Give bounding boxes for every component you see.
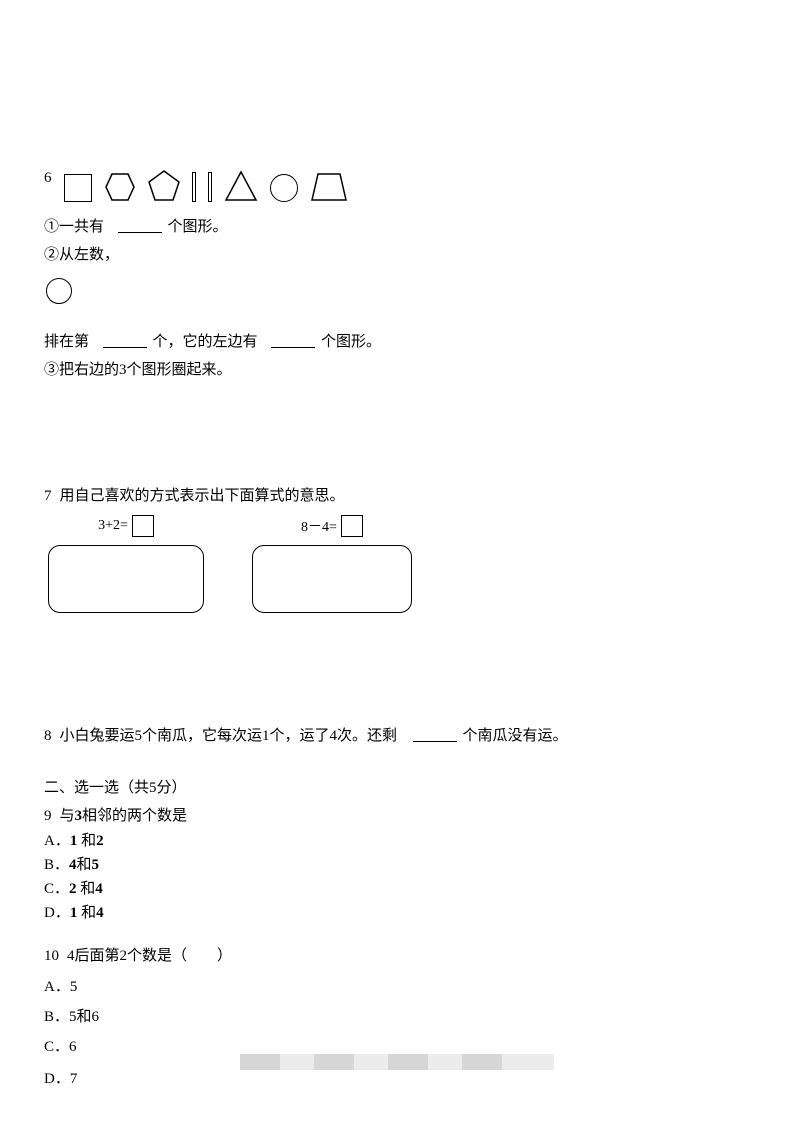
drawing-box-2[interactable] — [252, 545, 412, 613]
q9-stem: 与3相邻的两个数是 — [60, 803, 188, 829]
q7-prompt: 用自己喜欢的方式表示出下面算式的意思。 — [60, 483, 345, 509]
triangle-icon — [224, 170, 258, 202]
section2-title: 二、选一选（共5分） — [44, 775, 749, 801]
circle-icon — [46, 278, 72, 304]
q6-l1b: 个图形。 — [168, 219, 228, 235]
q9A-p: A． — [44, 833, 70, 849]
footer-seg — [240, 1054, 280, 1070]
eq1-text: 3+2= — [98, 518, 128, 534]
q8-row: 8 小白兔要运5个南瓜，它每次运1个，运了4次。还剩 个南瓜没有运。 — [44, 723, 749, 749]
q6-header: 6 — [44, 170, 749, 202]
q7-eq1: 3+2= — [98, 515, 154, 537]
q6-l3a: 排在第 — [44, 334, 89, 350]
q10-stem: 4后面第2个数是（ ） — [67, 943, 232, 969]
blank-field[interactable] — [413, 727, 457, 742]
q10-optB[interactable]: B．5和6 — [44, 1005, 749, 1029]
bar-icon — [192, 172, 196, 202]
q9-optB[interactable]: B．4和5 — [44, 853, 749, 877]
pentagon-icon — [148, 170, 180, 202]
blank-field[interactable] — [103, 333, 147, 348]
q9-sa: 与 — [60, 808, 75, 824]
q9B-p: B． — [44, 857, 69, 873]
q6-line3: 排在第 个，它的左边有 个图形。 — [44, 329, 749, 355]
answer-box[interactable] — [132, 515, 154, 537]
q9D-m: 和 — [77, 905, 96, 921]
q6-shapes-row — [64, 170, 348, 202]
q9B-b1: 4 — [69, 857, 77, 873]
q7-col-2: 8－4= — [252, 515, 412, 613]
footer-seg — [388, 1054, 428, 1070]
q7-col-1: 3+2= — [48, 515, 204, 613]
q9A-b2: 2 — [96, 833, 104, 849]
answer-box[interactable] — [341, 515, 363, 537]
q9C-b1: 2 — [69, 881, 77, 897]
q9D-p: D． — [44, 905, 70, 921]
q9-optC[interactable]: C．2 和4 — [44, 877, 749, 901]
q8-b: 个南瓜没有运。 — [463, 728, 568, 744]
bar-icon — [208, 172, 212, 202]
q6-circle-below — [44, 274, 749, 309]
footer-bar — [240, 1054, 554, 1070]
q10-optD[interactable]: D．7 — [44, 1067, 749, 1091]
q7-container: 3+2= 8－4= — [48, 515, 749, 613]
q9C-b2: 4 — [95, 881, 103, 897]
q9-optD[interactable]: D．1 和4 — [44, 901, 749, 925]
q6-line2: ②从左数， — [44, 242, 749, 268]
q9-optA[interactable]: A．1 和2 — [44, 829, 749, 853]
q6-l3b: 个，它的左边有 — [153, 334, 258, 350]
q9-number: 9 — [44, 808, 52, 825]
square-icon — [64, 174, 92, 202]
q9D-b2: 4 — [96, 905, 104, 921]
eq2-text: 8－4= — [301, 516, 337, 536]
hexagon-icon — [104, 172, 136, 202]
blank-field[interactable] — [271, 333, 315, 348]
q9C-p: C． — [44, 881, 69, 897]
q9-row: 9 与3相邻的两个数是 — [44, 803, 749, 829]
q6-line1: ①一共有 个图形。 — [44, 214, 749, 240]
q9A-m: 和 — [77, 833, 96, 849]
q8-a: 小白兔要运5个南瓜，它每次运1个，运了4次。还剩 — [60, 728, 398, 744]
q10-row: 10 4后面第2个数是（ ） — [44, 943, 749, 969]
q7-row: 7 用自己喜欢的方式表示出下面算式的意思。 — [44, 483, 749, 509]
footer-seg — [314, 1054, 354, 1070]
q9-sc: 相邻的两个数是 — [82, 808, 187, 824]
q9B-b2: 5 — [92, 857, 100, 873]
worksheet-page: { "q6": { "num": "6", "shapes": ["square… — [0, 0, 793, 1122]
footer-seg — [462, 1054, 502, 1070]
q7-number: 7 — [44, 488, 52, 505]
q9B-m: 和 — [77, 857, 92, 873]
q10-optA[interactable]: A．5 — [44, 975, 749, 999]
q9-sb: 3 — [75, 808, 83, 824]
q10-number: 10 — [44, 948, 59, 965]
circle-icon — [270, 174, 298, 202]
q9C-m: 和 — [77, 881, 96, 897]
q8-text: 小白兔要运5个南瓜，它每次运1个，运了4次。还剩 个南瓜没有运。 — [60, 723, 568, 749]
drawing-box-1[interactable] — [48, 545, 204, 613]
q6-number: 6 — [44, 170, 52, 187]
blank-field[interactable] — [118, 218, 162, 233]
q6-l1a: ①一共有 — [44, 219, 104, 235]
q8-number: 8 — [44, 728, 52, 745]
trapezoid-icon — [310, 172, 348, 202]
q7-eq2: 8－4= — [301, 515, 363, 537]
q6-l3c: 个图形。 — [321, 334, 381, 350]
q6-line4: ③把右边的3个图形圈起来。 — [44, 357, 749, 383]
